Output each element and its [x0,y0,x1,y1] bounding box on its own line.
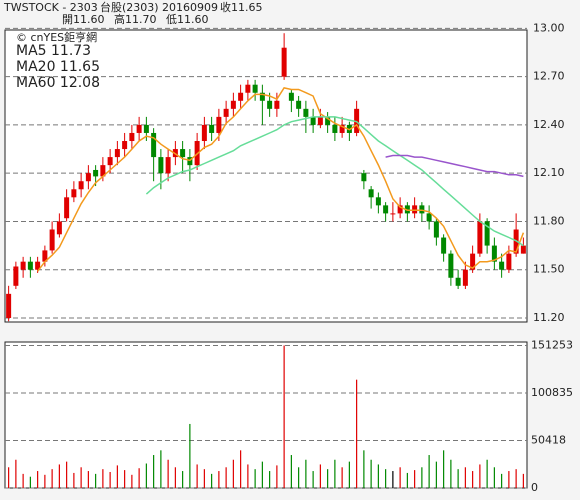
candle-body [462,269,468,286]
candle-body [419,205,425,214]
candle-body [245,84,251,93]
candle-body [441,237,447,254]
candle-body [412,205,418,214]
close: 收11.65 [220,0,263,14]
legend-entry: MA20 11.65 [16,59,100,75]
source: © cnYES鉅亨網 [16,30,97,44]
candle-body [259,92,265,101]
candle-body [375,197,381,206]
symbol: TWSTOCK - 2303 [3,1,98,14]
candle-body [64,197,70,219]
candle-body [158,157,164,174]
candle-body [107,157,113,166]
candle-body [368,189,374,198]
y-tick-label: 12.70 [533,70,565,83]
candle-body [491,245,497,262]
candle-body [252,84,258,93]
candle-body [114,149,120,158]
candle-body [85,173,91,182]
candle-body [201,124,207,142]
legend-entry: MA5 11.73 [16,43,91,59]
candle-body [6,293,12,318]
candle-body [288,92,294,101]
legend-entry: MA60 12.08 [16,75,100,91]
candle-body [361,173,367,182]
candle-body [78,181,84,190]
candle-body [93,169,99,177]
candle-body [397,205,403,214]
volume-panel [4,341,528,489]
y-tick-label: 11.20 [533,311,565,324]
candle-body [354,108,360,133]
candle-body [455,277,461,286]
candle-body [71,189,77,198]
price-panel [4,29,528,323]
candle-body [506,253,512,270]
candle-body [296,100,302,109]
candle-body [339,124,345,133]
candle-body [310,116,316,125]
candle-body [49,229,55,251]
candle-body [100,165,106,177]
candle-body [433,221,439,238]
candle-body [209,124,215,133]
candle-body [426,213,432,222]
candle-body [42,250,48,262]
y-tick-label: 50418 [531,434,566,447]
candle-body [165,157,171,174]
candle-body [20,261,26,270]
candle-body [383,205,389,214]
candle-body [470,253,476,270]
candle-body [317,116,323,125]
candle-body [216,116,222,133]
candle-body [13,266,19,286]
y-tick-label: 11.80 [533,214,565,227]
candle-body [281,47,287,77]
y-tick-label: 0 [531,481,538,494]
candle-body [223,108,229,117]
y-tick-label: 13.00 [533,21,565,34]
candle-body [56,221,62,235]
ma-line [385,154,524,178]
market: 台股(2303) [100,0,159,14]
y-tick-label: 151253 [531,339,573,352]
candle-body [151,132,157,158]
candle-body [303,108,309,117]
low: 低11.60 [166,13,209,26]
y-tick-label: 11.50 [533,263,565,276]
candle-body [27,261,33,270]
candle-body [143,124,149,133]
candle-body [35,261,41,270]
candle-body [122,141,128,150]
ma-line [145,116,524,247]
candle-body [267,100,273,109]
high: 高11.70 [114,12,157,26]
candle-body [187,157,193,166]
candle-body [332,124,338,133]
candle-body [238,92,244,101]
y-tick-label: 12.10 [533,166,565,179]
candle-body [390,213,396,215]
y-tick-label: 12.40 [533,118,565,131]
candle-body [477,221,483,254]
candle-body [448,253,454,278]
candle-body [136,124,142,133]
candle-body [180,149,186,158]
open: 開11.60 [62,13,105,26]
candle-body [520,245,526,254]
y-tick-label: 100835 [531,386,573,399]
candle-body [129,132,135,142]
candle-body [499,261,505,270]
candle-body [325,116,331,125]
candle-body [274,100,280,109]
date: 20160909 [162,1,218,14]
candle-body [484,221,490,246]
candle-body [230,100,236,109]
ma-line [37,87,525,272]
